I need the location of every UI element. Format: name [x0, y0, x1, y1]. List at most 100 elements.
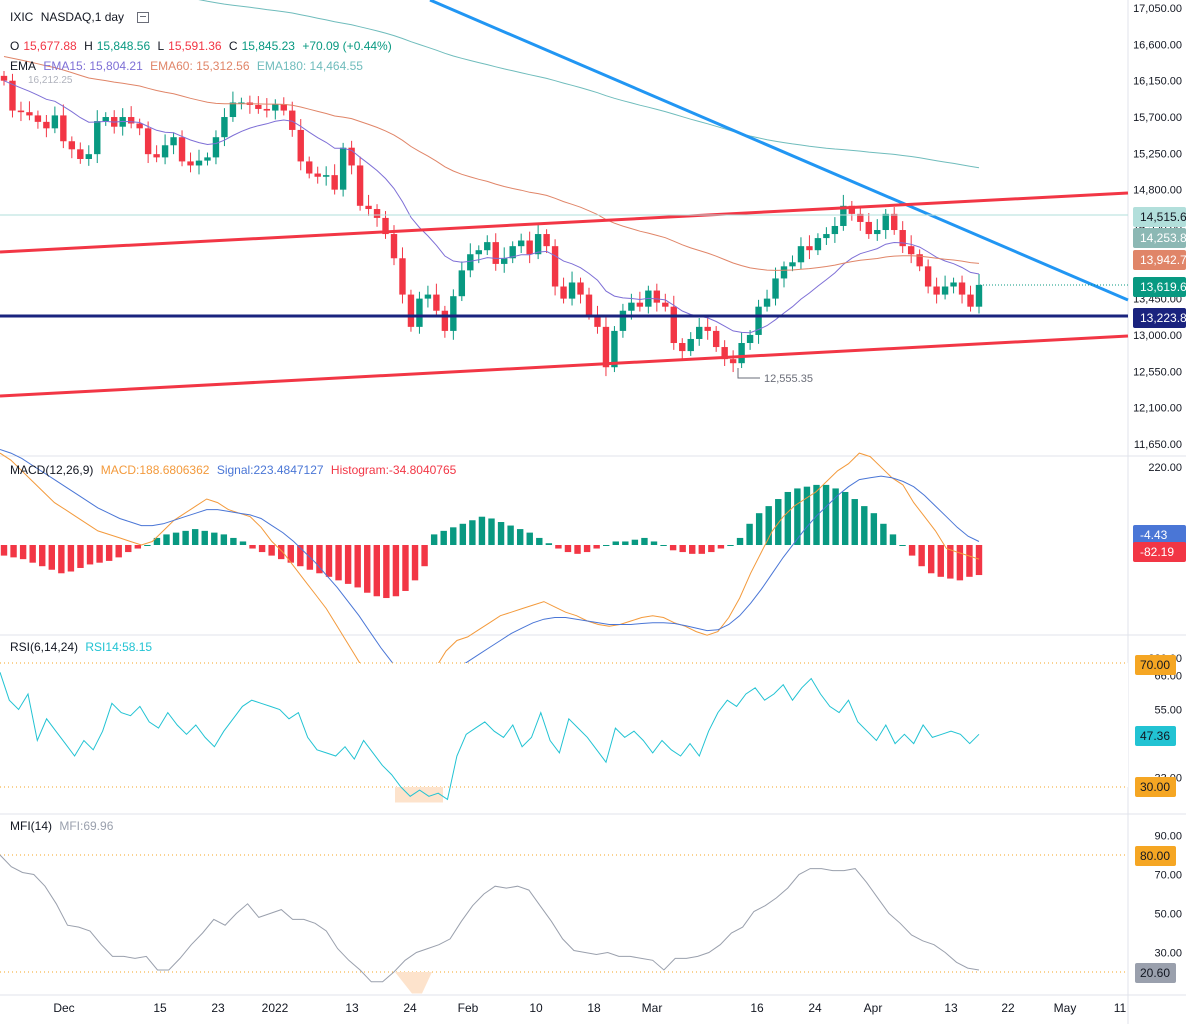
- histogram-bar: [325, 545, 333, 577]
- histogram-bar: [440, 530, 447, 545]
- candle: [899, 230, 906, 247]
- histogram-bar: [641, 537, 648, 545]
- rsi-label-bg: [1135, 777, 1176, 797]
- x-tick-label: Dec: [53, 1001, 74, 1015]
- candle: [187, 161, 194, 166]
- partial-top-value: 16,212.25: [28, 75, 73, 86]
- candle: [94, 121, 101, 155]
- macd-current-label: -82.19: [1140, 545, 1174, 559]
- candle: [874, 230, 881, 235]
- histogram-bar: [191, 529, 199, 545]
- mfi-legend: MFI(14) MFI:69.96: [10, 819, 117, 833]
- histogram-bar: [19, 545, 27, 560]
- price-label: 14,253.8: [1140, 231, 1186, 245]
- candle: [17, 110, 25, 113]
- candle: [670, 306, 677, 344]
- histogram-bar: [861, 506, 868, 545]
- histogram-bar: [631, 539, 639, 545]
- histogram-bar: [966, 545, 973, 577]
- candle: [534, 234, 542, 255]
- candle: [424, 294, 432, 299]
- histogram-bar: [39, 545, 46, 567]
- h-value: 15,848.56: [96, 39, 151, 53]
- candle: [0, 75, 8, 81]
- candle: [560, 286, 567, 299]
- price-label-bg: [1133, 308, 1186, 328]
- symbol-name[interactable]: IXIC: [10, 10, 34, 24]
- histogram-bar: [287, 545, 294, 563]
- histogram-bar: [679, 545, 686, 553]
- histogram-bar: [134, 545, 142, 549]
- l-value: 15,591.36: [168, 39, 222, 53]
- histogram-bar: [622, 541, 629, 545]
- ema-line-ema15: [3, 80, 980, 334]
- histogram-bar: [727, 545, 734, 546]
- histogram-bar: [899, 545, 906, 546]
- candle: [526, 240, 533, 255]
- candle: [882, 213, 889, 231]
- candle: [594, 314, 601, 327]
- candle: [517, 240, 525, 247]
- candle: [441, 310, 449, 331]
- menu-icon[interactable]: [137, 12, 150, 24]
- x-tick-label: 13: [944, 1001, 958, 1015]
- histogram-bar: [583, 545, 591, 553]
- histogram-bar: [536, 537, 543, 545]
- ema-label[interactable]: EMA: [10, 59, 37, 73]
- candle: [823, 234, 830, 239]
- histogram-value: Histogram:-34.8040765: [330, 463, 457, 477]
- macd-line-macd: [0, 452, 980, 712]
- mfi-name[interactable]: MFI(14): [10, 819, 52, 833]
- candle: [127, 117, 135, 124]
- histogram-bar: [689, 545, 696, 554]
- signal-value: Signal:223.4847127: [216, 463, 324, 477]
- candle: [840, 205, 847, 226]
- histogram-bar: [258, 545, 266, 553]
- candle: [941, 286, 949, 295]
- histogram-bar: [603, 545, 610, 546]
- candle: [263, 108, 271, 111]
- symbol-title[interactable]: NASDAQ,1 day: [40, 10, 125, 24]
- histogram-bar: [153, 537, 161, 545]
- y-tick-label: 11,650.00: [1134, 439, 1182, 451]
- candle: [348, 147, 355, 166]
- histogram-bar: [478, 516, 486, 545]
- histogram-bar: [555, 545, 562, 549]
- candle: [797, 246, 805, 263]
- mfi-label-bg: [1135, 846, 1176, 866]
- macd-name[interactable]: MACD(12,26,9): [10, 463, 94, 477]
- candle: [34, 115, 42, 122]
- histogram-bar: [488, 518, 495, 545]
- histogram-bar: [278, 545, 285, 560]
- candle: [280, 104, 287, 111]
- histogram-bar: [182, 530, 189, 545]
- mfi-line: [0, 854, 980, 983]
- candle: [365, 205, 372, 210]
- rsi-current-label: 30.00: [1140, 780, 1170, 794]
- histogram-bar: [201, 530, 208, 545]
- x-tick-label: 22: [1001, 1001, 1015, 1015]
- macd-label-bg: [1133, 525, 1186, 545]
- symbol-header: IXIC NASDAQ,1 day: [10, 10, 153, 24]
- rsi-current-label: 47.36: [1140, 729, 1170, 743]
- histogram-bar: [96, 545, 103, 563]
- candle: [153, 154, 160, 158]
- rsi-label-bg: [1135, 726, 1176, 746]
- histogram-bar: [918, 545, 925, 567]
- candle: [161, 145, 169, 158]
- ema-line-ema60: [3, 56, 980, 271]
- candle: [924, 266, 932, 287]
- histogram-bar: [297, 545, 304, 567]
- rsi-current-label: 70.00: [1140, 658, 1170, 672]
- y-tick-label: 12,550.00: [1133, 366, 1182, 378]
- histogram-bar: [507, 525, 514, 545]
- candle: [585, 294, 593, 315]
- candle: [831, 225, 839, 235]
- candle: [712, 330, 720, 348]
- candle: [68, 141, 76, 150]
- rsi-name[interactable]: RSI(6,14,24): [10, 640, 79, 654]
- candle: [356, 165, 364, 206]
- candle: [780, 266, 788, 279]
- histogram-bar: [937, 545, 944, 577]
